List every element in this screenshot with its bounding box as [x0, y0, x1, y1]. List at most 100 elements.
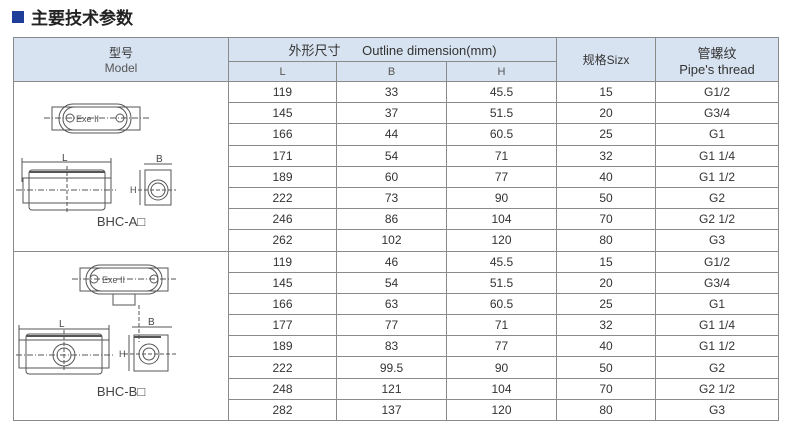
- cell-thread: G1 1/2: [655, 335, 779, 358]
- cell-size: 32: [556, 144, 656, 167]
- cell-B: 121: [336, 377, 447, 400]
- cell-L: 262: [228, 229, 337, 252]
- table-row: 246 86 104 70 G2 1/2: [14, 208, 779, 231]
- table-row: Exe II L B H BHC-A□ 119 33 45.5 15 G1/2: [13, 80, 779, 252]
- cell-B: 83: [336, 335, 447, 358]
- cell-L: 145: [228, 271, 337, 294]
- svg-text:L: L: [59, 319, 65, 330]
- cell-size: 15: [556, 250, 656, 273]
- cell-B: 54: [336, 144, 447, 167]
- cell-size: 20: [556, 102, 656, 125]
- cell-thread: G3/4: [655, 271, 779, 294]
- svg-text:B: B: [156, 154, 163, 165]
- table-row: 166 44 60.5 25 G1: [14, 123, 779, 146]
- svg-text:H: H: [119, 349, 126, 359]
- header-thread: 管螺纹 Pipe's thread: [655, 37, 779, 82]
- model-cell: Exe II L B H BHC-B□: [13, 250, 229, 421]
- cell-H: 120: [446, 229, 557, 252]
- cell-H: 77: [446, 335, 557, 358]
- cell-size: 50: [556, 356, 656, 379]
- cell-H: 51.5: [446, 271, 557, 294]
- cell-thread: G2: [655, 186, 779, 210]
- cell-size: 25: [556, 123, 656, 146]
- cell-L: 145: [228, 102, 337, 125]
- cell-B: 44: [336, 123, 447, 146]
- cell-B: 60: [336, 165, 447, 188]
- cell-B: 86: [336, 208, 447, 231]
- cell-size: 80: [556, 229, 656, 252]
- section-title-text: 主要技术参数: [31, 9, 133, 28]
- cell-H: 60.5: [446, 123, 557, 146]
- cell-H: 51.5: [446, 102, 557, 125]
- cell-B: 73: [336, 186, 447, 210]
- square-bullet-icon: [12, 10, 24, 23]
- cell-B: 99.5: [336, 356, 447, 379]
- table-row: 222 99.5 90 50 G2: [14, 356, 779, 379]
- cell-B: 37: [336, 102, 447, 125]
- cell-size: 40: [556, 165, 656, 188]
- cell-H: 45.5: [446, 80, 557, 104]
- cell-size: 32: [556, 314, 656, 337]
- cell-size: 70: [556, 208, 656, 231]
- cell-H: 77: [446, 165, 557, 188]
- cell-size: 50: [556, 186, 656, 210]
- table-row: 166 63 60.5 25 G1: [14, 292, 779, 316]
- cell-L: 246: [228, 208, 337, 231]
- cell-L: 171: [228, 144, 337, 167]
- cell-B: 54: [336, 271, 447, 294]
- technical-drawing: Exe II L B H: [16, 264, 176, 374]
- cell-thread: G1 1/4: [655, 314, 779, 337]
- cell-thread: G1: [655, 292, 779, 316]
- section-title: 主要技术参数: [12, 4, 133, 29]
- cell-H: 104: [446, 208, 557, 231]
- header-size: 规格Sizx: [556, 37, 656, 82]
- cell-H: 104: [446, 377, 557, 400]
- cell-thread: G2 1/2: [655, 377, 779, 400]
- cell-L: 248: [228, 377, 337, 400]
- cell-thread: G1 1/2: [655, 165, 779, 188]
- table-row: 222 73 90 50 G2: [14, 186, 779, 210]
- cell-B: 102: [336, 229, 447, 252]
- svg-text:H: H: [130, 185, 137, 195]
- svg-text:Exe II: Exe II: [76, 114, 99, 124]
- table-row: 189 60 77 40 G1 1/2: [14, 165, 779, 188]
- cell-L: 222: [228, 356, 337, 379]
- cell-L: 189: [228, 165, 337, 188]
- cell-L: 282: [228, 398, 337, 422]
- cell-B: 137: [336, 398, 447, 422]
- table-row: 282 137 120 80 G3: [14, 398, 779, 422]
- cell-L: 119: [228, 250, 337, 273]
- cell-B: 77: [336, 314, 447, 337]
- model-name: BHC-A□: [96, 214, 146, 229]
- cell-size: 70: [556, 377, 656, 400]
- cell-L: 119: [228, 80, 337, 104]
- cell-H: 71: [446, 144, 557, 167]
- cell-thread: G3: [655, 398, 779, 422]
- cell-L: 189: [228, 335, 337, 358]
- cell-B: 63: [336, 292, 447, 316]
- cell-thread: G3/4: [655, 102, 779, 125]
- svg-text:Exe II: Exe II: [102, 275, 125, 285]
- cell-thread: G3: [655, 229, 779, 252]
- cell-L: 166: [228, 292, 337, 316]
- cell-thread: G2: [655, 356, 779, 379]
- header-B: B: [336, 61, 447, 82]
- svg-text:B: B: [148, 317, 155, 328]
- cell-size: 15: [556, 80, 656, 104]
- model-name: BHC-B□: [96, 383, 146, 399]
- cell-H: 120: [446, 398, 557, 422]
- cell-size: 40: [556, 335, 656, 358]
- cell-H: 45.5: [446, 250, 557, 273]
- cell-thread: G1/2: [655, 80, 779, 104]
- table-row: 171 54 71 32 G1 1/4: [14, 144, 779, 167]
- cell-thread: G1/2: [655, 250, 779, 273]
- cell-thread: G2 1/2: [655, 208, 779, 231]
- cell-thread: G1: [655, 123, 779, 146]
- cell-size: 80: [556, 398, 656, 422]
- cell-L: 166: [228, 123, 337, 146]
- cell-H: 90: [446, 186, 557, 210]
- cell-size: 25: [556, 292, 656, 316]
- header-outline: 外形尺寸 Outline dimension(mm): [228, 37, 557, 62]
- cell-B: 46: [336, 250, 447, 273]
- cell-H: 90: [446, 356, 557, 379]
